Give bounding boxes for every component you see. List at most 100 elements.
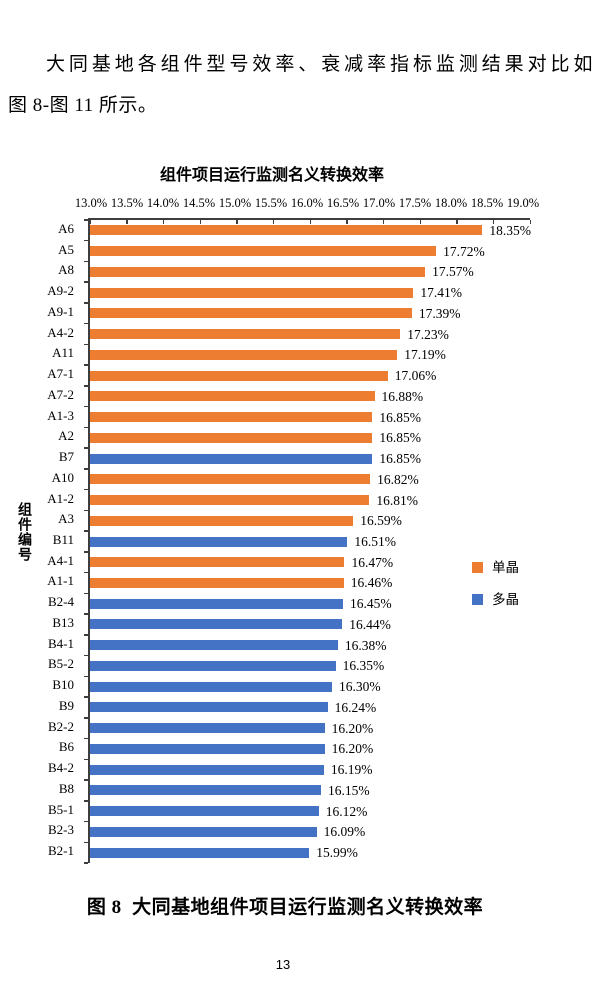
x-tick-label: 17.5% [398,196,432,210]
bar [90,370,388,381]
category-label: B6 [58,739,74,755]
bar [90,577,344,588]
bar [90,660,336,671]
category-label: B7 [58,449,74,465]
bar [90,764,324,775]
bar-value-label: 15.99% [316,845,358,861]
top-axis-tick [236,220,238,224]
body-paragraph: 大同基地各组件型号效率、衰减率指标监测结果对比如 图 8-图 11 所示。 [8,44,593,126]
bar-value-label: 16.35% [342,658,385,674]
top-axis-tick [382,220,385,224]
x-tick-label: 15.0% [218,196,252,210]
top-axis-tick [529,220,531,224]
top-axis-tick [199,220,201,224]
bar [90,847,310,858]
bar [90,619,343,630]
legend-item: 单晶 [472,556,519,580]
category-label: A7-1 [47,366,74,382]
left-axis-tick [84,571,88,574]
bar [90,702,328,713]
category-label: A10 [51,469,74,485]
left-axis-tick [84,841,88,843]
bar [90,557,345,568]
left-axis-tick [84,302,88,304]
left-axis-tick [84,820,88,823]
category-label: B5-2 [48,656,74,672]
category-label: A4-1 [47,552,74,568]
bar [90,785,321,796]
top-axis-tick [419,220,421,224]
left-axis-tick [84,385,88,387]
top-axis-tick [89,220,91,224]
left-axis-tick [84,322,88,325]
category-label: B10 [52,677,74,693]
left-axis-tick [84,654,88,657]
left-axis-tick [84,675,88,678]
category-label: A8 [58,262,74,278]
plot-area: 18.35% 17.72% 17.57% 17.41% 17.39% 17.23% 17.1… [84,218,531,864]
left-axis-tick [84,717,88,719]
x-tick-label: 13.5% [110,196,144,210]
x-tick-label: 16.0% [290,196,324,210]
bar [90,743,325,754]
bar-value-label: 16.38% [344,637,387,653]
category-label: B8 [58,780,74,796]
bar [90,308,412,319]
left-axis-tick [84,364,88,366]
paragraph-line-1: 大同基地各组件型号效率、衰减率指标监测结果对比如 [46,54,593,75]
bar-value-label: 16.12% [325,803,368,819]
top-axis-tick [492,220,495,224]
left-axis-tick [84,758,88,761]
x-tick-label: 13.0% [74,196,108,210]
legend-swatch [472,562,483,573]
category-label: A9-1 [47,303,74,319]
left-axis-tick [84,281,88,283]
category-label: A7-2 [47,386,74,402]
category-label: B4-1 [48,635,74,651]
bar-value-label: 16.44% [349,616,391,632]
bar-value-label: 16.51% [354,534,397,549]
left-axis-tick [84,592,88,595]
bar-value-label: 16.82% [377,471,419,487]
category-label: A9-2 [47,283,74,299]
top-axis-tick [272,220,275,224]
left-axis-tick [84,447,88,449]
bar-value-label: 16.81% [376,492,419,508]
left-axis-tick [84,219,88,221]
category-label: A6 [58,220,74,236]
legend-label: 单晶 [492,560,519,575]
bar [90,640,338,651]
chart-title: 组件项目运行监测名义转换效率 [159,167,385,184]
category-label: B2-1 [48,843,74,859]
category-label: B4-2 [48,760,74,776]
bar-value-label: 17.19% [404,347,446,363]
x-tick-label: 14.0% [146,196,180,210]
category-label: B13 [52,614,74,630]
bar-value-label: 16.20% [331,741,374,757]
category-label: B9 [58,697,74,713]
bar-value-label: 17.57% [432,264,474,280]
left-axis-tick [84,800,88,802]
legend-label: 多晶 [492,592,519,607]
x-tick-label: 14.5% [182,196,216,210]
category-label: A1-3 [47,407,74,423]
bar [90,515,354,526]
bar-value-label: 16.09% [323,824,366,840]
bar-value-label: 16.19% [330,762,373,778]
left-axis-tick [84,260,88,263]
x-tick-label: 19.0% [506,196,540,210]
bar [90,495,370,506]
bar-value-label: 16.45% [350,596,392,612]
bar [90,453,373,464]
bar [90,246,437,257]
bar-value-label: 16.88% [381,388,424,404]
bar-value-label: 17.06% [394,368,437,384]
bar [90,598,343,609]
bar [90,723,325,734]
bar-value-label: 17.23% [407,326,449,342]
left-axis-tick [84,634,88,636]
left-axis-tick [84,239,88,242]
left-axis-tick [84,509,88,512]
category-axis-labels: A6 A5 A8 A9-2 A9-1 A4-2 A11 A7-1 A7-2 A1-3 A2 B7 A10… [10,218,80,861]
bar-value-label: 17.39% [418,305,461,321]
